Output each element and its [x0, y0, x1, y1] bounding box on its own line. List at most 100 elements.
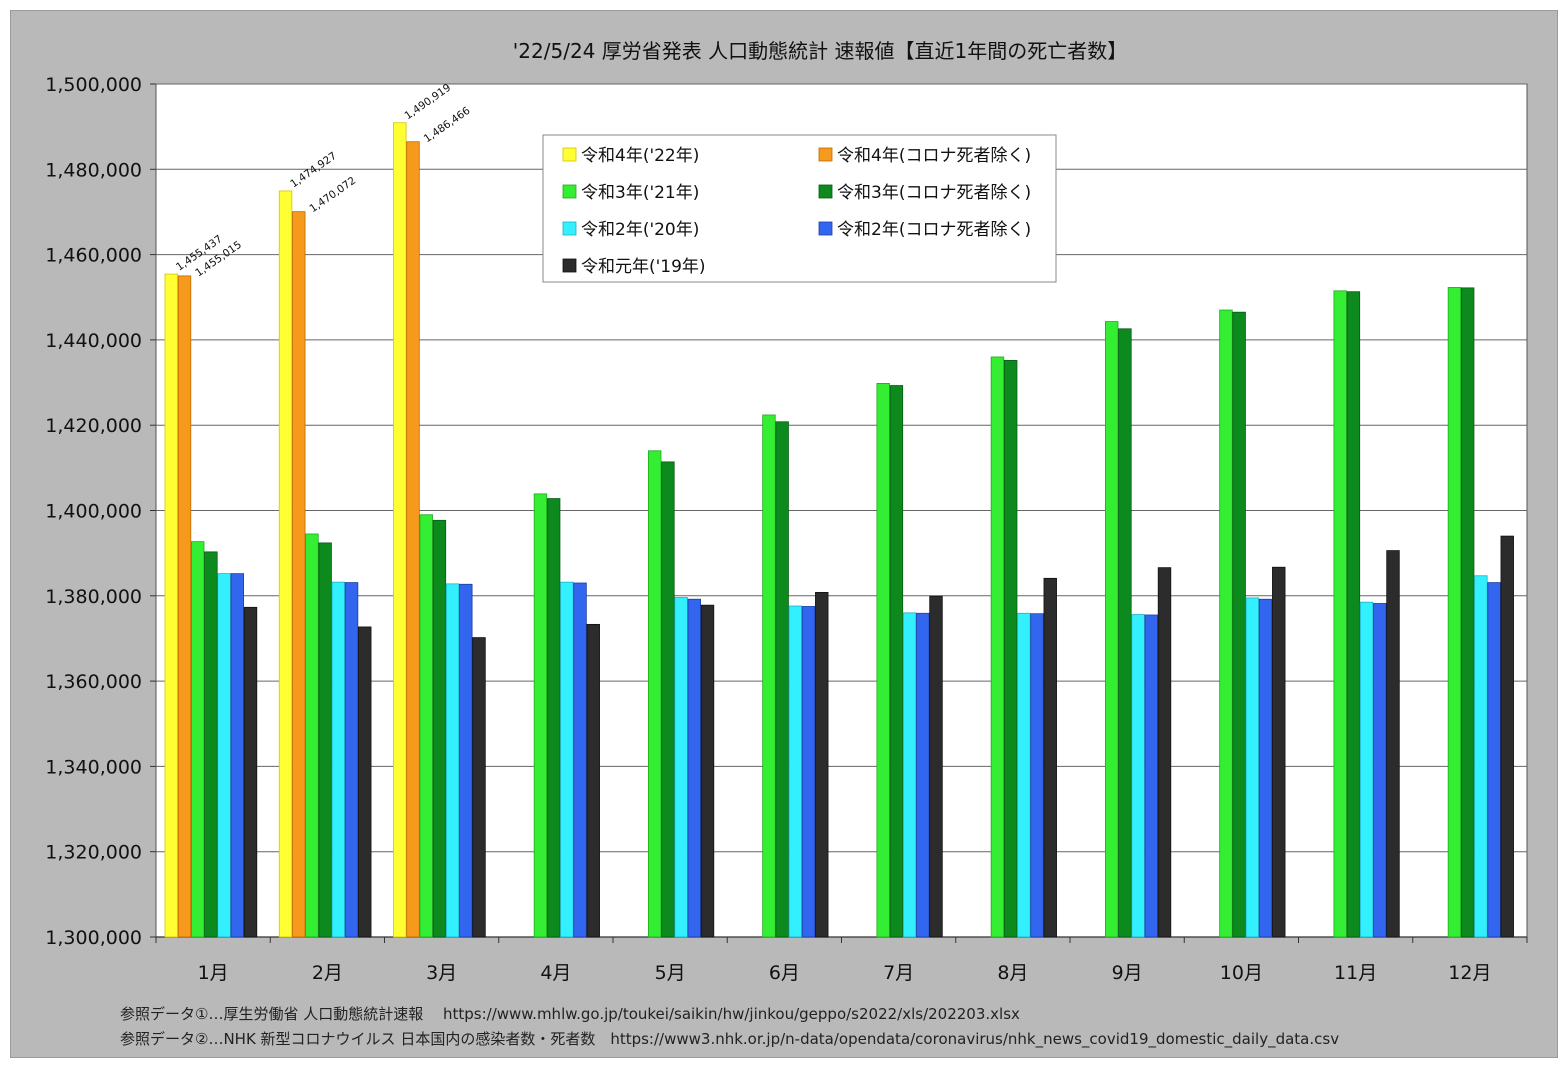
bar — [1346, 291, 1361, 938]
bar — [815, 591, 829, 938]
x-tick-label: 5月 — [655, 962, 686, 984]
bar — [432, 519, 447, 938]
legend-swatch — [818, 184, 833, 199]
bar — [445, 583, 460, 938]
bar — [560, 581, 574, 938]
bar — [358, 626, 372, 938]
bar — [1219, 309, 1233, 938]
y-tick-label: 1,340,000 — [45, 756, 142, 778]
bar — [586, 623, 600, 938]
bar — [230, 573, 245, 938]
legend-swatch — [562, 147, 577, 162]
bar — [1003, 359, 1018, 938]
bar — [546, 498, 561, 938]
y-tick-label: 1,360,000 — [45, 671, 142, 693]
bar — [292, 211, 306, 938]
bar — [318, 542, 332, 938]
bar — [990, 356, 1005, 938]
legend-swatch — [818, 221, 833, 236]
legend-label: 令和4年(コロナ死者除く) — [837, 146, 1031, 166]
bar — [1359, 601, 1374, 938]
x-tick-label: 2月 — [312, 962, 343, 984]
bar — [700, 604, 715, 938]
x-tick-label: 7月 — [883, 962, 914, 984]
x-tick-label: 11月 — [1334, 962, 1377, 984]
x-tick-label: 6月 — [769, 962, 800, 984]
bar — [459, 583, 473, 938]
bar — [217, 573, 231, 938]
y-tick-label: 1,420,000 — [45, 415, 142, 437]
bar — [916, 612, 930, 938]
bar — [1144, 614, 1159, 938]
bar — [1030, 613, 1044, 938]
bar — [331, 581, 346, 938]
legend-label: 令和3年('21年) — [581, 183, 699, 203]
bar — [1258, 598, 1273, 938]
bar — [164, 273, 179, 938]
bar — [801, 606, 816, 938]
bar — [1447, 287, 1462, 938]
bar — [889, 385, 904, 938]
bar — [661, 461, 675, 938]
x-tick-label: 12月 — [1448, 962, 1491, 984]
bar — [406, 141, 420, 938]
bar — [902, 612, 917, 938]
x-tick-label: 8月 — [997, 962, 1028, 984]
y-tick-label: 1,400,000 — [45, 501, 142, 523]
x-tick-label: 9月 — [1112, 962, 1143, 984]
legend-label: 令和3年(コロナ死者除く) — [837, 183, 1031, 203]
bar — [788, 605, 803, 938]
bar — [243, 606, 258, 938]
legend-swatch — [818, 147, 833, 162]
bar — [1487, 582, 1501, 938]
bar — [762, 414, 776, 938]
source-note: 参照データ②…NHK 新型コロナウイルス 日本国内の感染者数・死者数 https… — [120, 1030, 1339, 1049]
x-tick-label: 1月 — [198, 962, 229, 984]
bar — [305, 533, 319, 938]
bar — [1131, 614, 1145, 938]
bar — [1017, 612, 1031, 938]
legend-swatch — [562, 258, 577, 273]
bar — [674, 597, 688, 938]
bar — [687, 598, 702, 938]
y-tick-label: 1,500,000 — [45, 74, 142, 96]
legend-box — [542, 134, 1057, 283]
legend-label: 令和2年(コロナ死者除く) — [837, 220, 1031, 240]
legend-swatch — [562, 184, 577, 199]
bar — [419, 514, 433, 938]
bar — [1333, 290, 1347, 938]
bar — [876, 383, 890, 938]
bar — [278, 190, 293, 938]
legend-swatch — [562, 221, 577, 236]
y-tick-label: 1,460,000 — [45, 245, 142, 267]
y-tick-label: 1,480,000 — [45, 159, 142, 181]
bar — [929, 595, 943, 938]
x-tick-label: 3月 — [426, 962, 457, 984]
bar — [1043, 577, 1057, 938]
bar — [190, 541, 205, 938]
x-tick-label: 4月 — [540, 962, 571, 984]
bar — [533, 493, 548, 938]
y-tick-label: 1,300,000 — [45, 927, 142, 949]
legend-label: 令和2年('20年) — [581, 220, 699, 240]
legend-label: 令和4年('22年) — [581, 146, 699, 166]
bar — [1474, 575, 1488, 938]
source-note: 参照データ①…厚生労働省 人口動態統計速報 https://www.mhlw.g… — [120, 1005, 1020, 1023]
bar — [1500, 535, 1514, 938]
bar — [1118, 328, 1132, 938]
legend-label: 令和元年('19年) — [581, 257, 706, 277]
bar — [1157, 567, 1172, 938]
bar — [1245, 597, 1260, 938]
bar — [1232, 311, 1246, 938]
bar — [1460, 287, 1475, 938]
y-tick-label: 1,440,000 — [45, 330, 142, 352]
bar — [648, 450, 662, 938]
bar — [472, 637, 486, 938]
bar — [775, 421, 789, 938]
bar — [573, 582, 587, 938]
bar — [393, 122, 407, 938]
chart-title: '22/5/24 厚労省発表 人口動態統計 速報値【直近1年間の死亡者数】 — [513, 39, 1127, 63]
bar — [1272, 566, 1286, 938]
y-tick-label: 1,380,000 — [45, 586, 142, 608]
